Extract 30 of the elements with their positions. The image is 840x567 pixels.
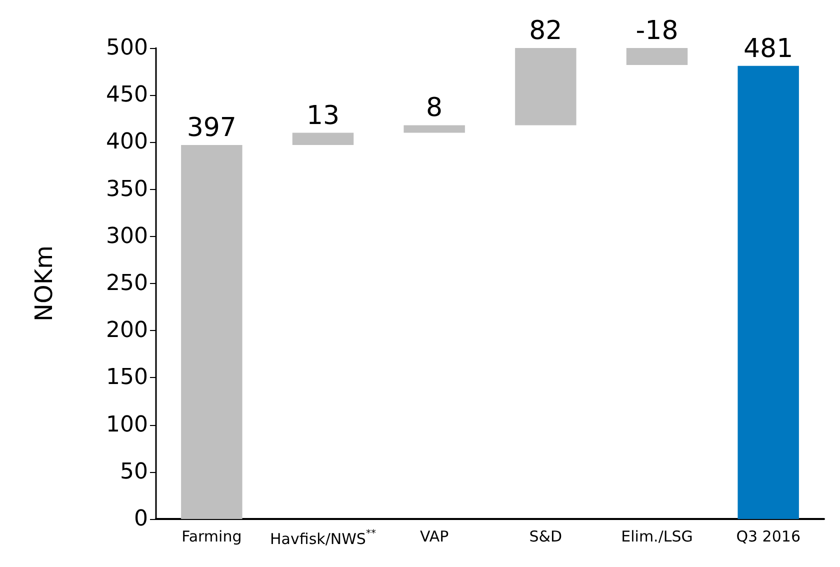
y-axis-title: NOKm <box>30 246 58 322</box>
y-tick-label: 200 <box>106 318 148 344</box>
bar <box>738 66 799 519</box>
x-tick-label: Farming <box>182 528 242 546</box>
x-tick-label: VAP <box>420 528 449 546</box>
y-tick-label: 150 <box>106 365 148 390</box>
bar <box>404 125 465 133</box>
y-tick-label: 350 <box>106 176 148 202</box>
data-label: 82 <box>529 16 562 46</box>
bar <box>292 132 354 146</box>
x-tick-label: Q3 2016 <box>736 528 800 546</box>
y-tick-label: 300 <box>106 224 148 249</box>
y-tick-label: 400 <box>106 130 148 155</box>
data-label: 397 <box>186 113 236 144</box>
x-tick-label: Elim./LSG <box>621 528 693 546</box>
data-label: -18 <box>636 16 678 46</box>
data-label: 8 <box>426 93 443 124</box>
bar <box>626 48 688 65</box>
bar <box>181 145 242 519</box>
y-tick-label: 450 <box>106 82 148 108</box>
data-label: 481 <box>744 34 794 64</box>
y-tick-label: 50 <box>120 459 148 484</box>
x-tick-label: S&D <box>529 528 562 546</box>
y-tick-label: 500 <box>106 36 148 60</box>
x-tick-label: Havfisk/NWS** <box>270 528 376 548</box>
data-label: 13 <box>306 100 340 131</box>
bar <box>515 48 576 126</box>
y-tick-label: 250 <box>106 271 148 296</box>
y-tick-label: 0 <box>134 506 148 532</box>
y-tick-label: 100 <box>106 412 148 438</box>
